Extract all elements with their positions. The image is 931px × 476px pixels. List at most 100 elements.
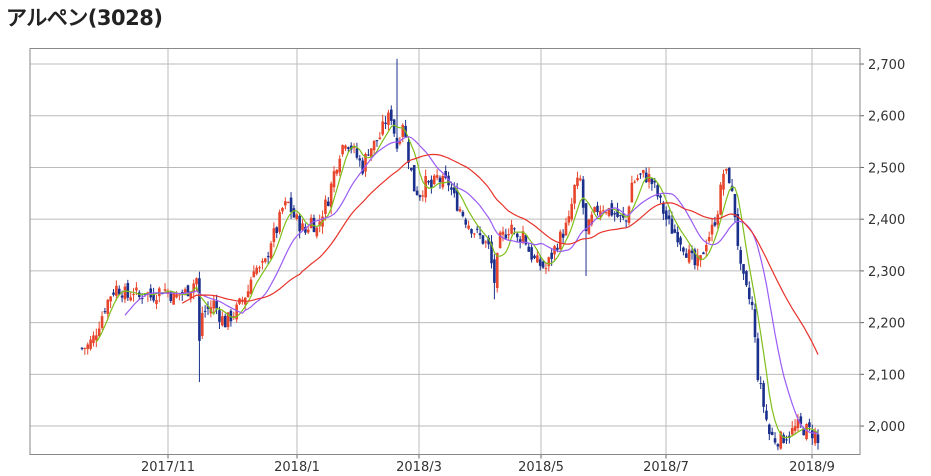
candle-body xyxy=(544,268,548,270)
candle-body xyxy=(742,264,745,274)
candle-body xyxy=(286,201,290,203)
candle-body xyxy=(667,215,671,219)
candle-body xyxy=(541,261,545,268)
candle-body xyxy=(813,431,817,444)
x-tick-label: 2018/1 xyxy=(274,460,320,475)
candle-body xyxy=(120,295,124,298)
candle-body xyxy=(281,207,284,212)
candle-body xyxy=(132,294,135,296)
candle-body xyxy=(650,178,654,185)
candle-body xyxy=(590,214,594,225)
grid-lines xyxy=(30,48,860,455)
candle-body xyxy=(284,201,287,206)
candle-body xyxy=(782,434,785,444)
candle-body xyxy=(745,271,748,286)
candle-body xyxy=(86,344,90,349)
candle-body xyxy=(773,438,777,443)
candle-body xyxy=(364,154,367,172)
candle-body xyxy=(430,179,433,189)
candle-body xyxy=(504,234,508,239)
candle-body xyxy=(332,171,336,188)
candle-body xyxy=(664,210,668,220)
candle-body xyxy=(435,175,439,178)
candle-body xyxy=(521,231,525,242)
candle-body xyxy=(381,121,385,135)
candle-body xyxy=(458,209,462,212)
candle-body xyxy=(158,288,161,297)
candle-body xyxy=(106,299,110,314)
candle-body xyxy=(112,292,115,295)
candle-body xyxy=(387,112,390,125)
candle-body xyxy=(117,288,121,295)
candle-body xyxy=(452,187,456,194)
candle-body xyxy=(464,219,468,225)
candle-body xyxy=(235,304,238,320)
candle-body xyxy=(258,267,261,269)
candle-body xyxy=(518,239,522,242)
candle-body xyxy=(473,233,476,235)
candle-body xyxy=(407,141,410,163)
y-axis-ticks: 2,700 2,600 2,500 2,400 2,300 2,200 2,100 2,000 xyxy=(860,58,905,435)
y-tick-label: 2,200 xyxy=(868,317,905,332)
candle-body xyxy=(470,229,473,234)
candle-body xyxy=(810,430,814,439)
candle-body xyxy=(662,202,665,214)
candle-body xyxy=(152,294,155,301)
candle-body xyxy=(326,201,330,206)
candle-body xyxy=(699,255,702,261)
candle-body xyxy=(103,311,107,313)
candle-body xyxy=(304,226,307,233)
candle-body xyxy=(581,179,585,208)
candle-body xyxy=(410,167,413,171)
candle-body xyxy=(796,419,800,429)
candle-body xyxy=(143,293,147,295)
candle-body xyxy=(378,137,382,140)
candle-body xyxy=(707,237,711,242)
candle-body xyxy=(341,145,344,155)
candle-body xyxy=(275,227,279,233)
candle-body xyxy=(696,255,700,266)
candle-body xyxy=(558,231,562,250)
candle-body xyxy=(687,249,691,263)
candle-body xyxy=(324,199,327,214)
x-axis-ticks: 2017/11 2018/1 2018/3 2018/5 2018/7 2018/9 xyxy=(141,454,835,475)
candle-body xyxy=(192,283,195,293)
candle-body xyxy=(129,297,132,301)
candle-body xyxy=(642,170,645,174)
candle-body xyxy=(95,335,98,341)
candle-body xyxy=(679,237,682,245)
candle-body xyxy=(475,228,479,230)
candle-body xyxy=(329,183,333,208)
candle-body xyxy=(218,310,221,322)
candle-body xyxy=(601,210,605,212)
candle-body xyxy=(80,347,84,349)
candle-body xyxy=(630,182,634,203)
candle-body xyxy=(278,212,281,232)
candle-body xyxy=(212,300,216,309)
candle-body xyxy=(315,227,319,237)
candle-body xyxy=(424,176,427,198)
candle-body xyxy=(335,169,339,174)
candle-body xyxy=(730,185,734,191)
candle-body xyxy=(467,225,470,229)
candle-body xyxy=(593,207,596,213)
candle-body xyxy=(318,221,321,226)
candle-body xyxy=(163,289,167,291)
candle-body xyxy=(232,316,236,318)
candle-body xyxy=(524,235,528,245)
candle-body xyxy=(636,178,639,181)
candle-body xyxy=(261,261,264,263)
candle-body xyxy=(175,294,178,298)
candle-body xyxy=(255,267,258,274)
candle-body xyxy=(790,428,794,435)
candle-body xyxy=(226,312,230,328)
candle-body xyxy=(215,301,218,309)
candle-body xyxy=(816,434,820,443)
candle-body xyxy=(306,229,310,233)
candle-body xyxy=(183,289,187,293)
candle-body xyxy=(249,279,253,295)
candle-body xyxy=(369,148,373,158)
candle-body xyxy=(269,243,273,259)
candle-body xyxy=(263,258,267,262)
candle-body xyxy=(372,140,376,151)
